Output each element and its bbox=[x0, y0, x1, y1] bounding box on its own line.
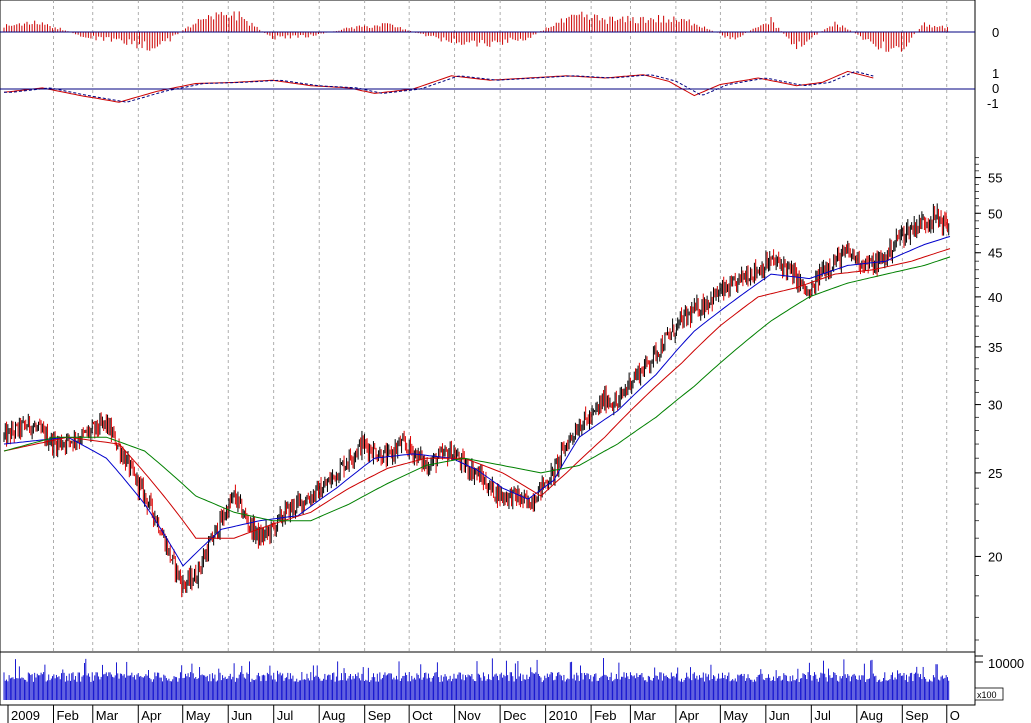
x-axis-tick-label: Jun bbox=[231, 708, 252, 723]
x-axis-tick-label: O bbox=[950, 708, 960, 723]
price-y-tick-label: 45 bbox=[988, 246, 1002, 261]
x-axis-tick-label: 2010 bbox=[549, 708, 578, 723]
volume-bars bbox=[3, 658, 950, 700]
x-axis-tick-label: Feb bbox=[594, 708, 616, 723]
x-axis-tick-label: Apr bbox=[679, 708, 700, 723]
x-axis-tick-label: Feb bbox=[56, 708, 78, 723]
x-axis-tick-label: Mar bbox=[96, 708, 119, 723]
x-axis-tick-label: May bbox=[186, 708, 211, 723]
price-y-tick-label: 30 bbox=[988, 398, 1002, 413]
moving-average-line bbox=[3, 256, 951, 522]
x-axis-tick-label: May bbox=[723, 708, 748, 723]
x-axis-tick-label: Jun bbox=[769, 708, 790, 723]
vertical-gridlines bbox=[53, 0, 948, 652]
price-y-tick-label: 50 bbox=[988, 206, 1002, 221]
x-axis-tick-label: Aug bbox=[322, 708, 345, 723]
oscillator-mid-signal-line bbox=[4, 71, 874, 103]
x-axis: 2009 Feb Mar Apr May Jun Jul Aug Sep Oct Nov Dec 201… bbox=[7, 705, 960, 723]
chart-frame bbox=[0, 0, 976, 706]
moving-averages bbox=[3, 236, 951, 567]
price-y-tick-label: 20 bbox=[988, 549, 1002, 564]
oscillator-mid-line bbox=[3, 70, 874, 103]
oscillator-mid-panel bbox=[3, 70, 874, 103]
x-axis-tick-label: Jul bbox=[814, 708, 831, 723]
x-axis-tick-label: Apr bbox=[141, 708, 162, 723]
price-candles bbox=[3, 203, 950, 598]
x-axis-tick-label: Jul bbox=[277, 708, 294, 723]
x-axis-tick-label: 2009 bbox=[11, 708, 40, 723]
x-axis-tick-label: Nov bbox=[458, 708, 482, 723]
oscillator-top-zero-label: 0 bbox=[992, 25, 999, 40]
moving-average-line bbox=[3, 236, 951, 567]
x-axis-tick-label: Aug bbox=[860, 708, 883, 723]
x-axis-tick-label: Oct bbox=[412, 708, 433, 723]
price-y-axis: 20 25 30 35 40 45 50 55 bbox=[975, 157, 1002, 641]
oscillator-mid-tick-label: -1 bbox=[987, 96, 999, 111]
price-y-tick-label: 35 bbox=[988, 340, 1002, 355]
volume-multiplier-box bbox=[974, 687, 1004, 701]
oscillator-mid-tick-label: 0 bbox=[992, 81, 999, 96]
oscillator-mid-tick-label: 1 bbox=[992, 66, 999, 81]
moving-average-line bbox=[3, 248, 951, 539]
x-axis-tick-label: Dec bbox=[503, 708, 527, 723]
volume-multiplier-label: x100 bbox=[977, 690, 997, 700]
volume-tick-label: 10000 bbox=[988, 656, 1024, 671]
price-y-tick-label: 25 bbox=[988, 466, 1002, 481]
price-y-tick-label: 40 bbox=[988, 290, 1002, 305]
price-y-tick-label: 55 bbox=[988, 171, 1002, 186]
oscillator-top-panel bbox=[3, 11, 948, 52]
x-axis-tick-label: Sep bbox=[368, 708, 391, 723]
x-axis-tick-label: Sep bbox=[905, 708, 928, 723]
x-axis-tick-label: Mar bbox=[633, 708, 656, 723]
